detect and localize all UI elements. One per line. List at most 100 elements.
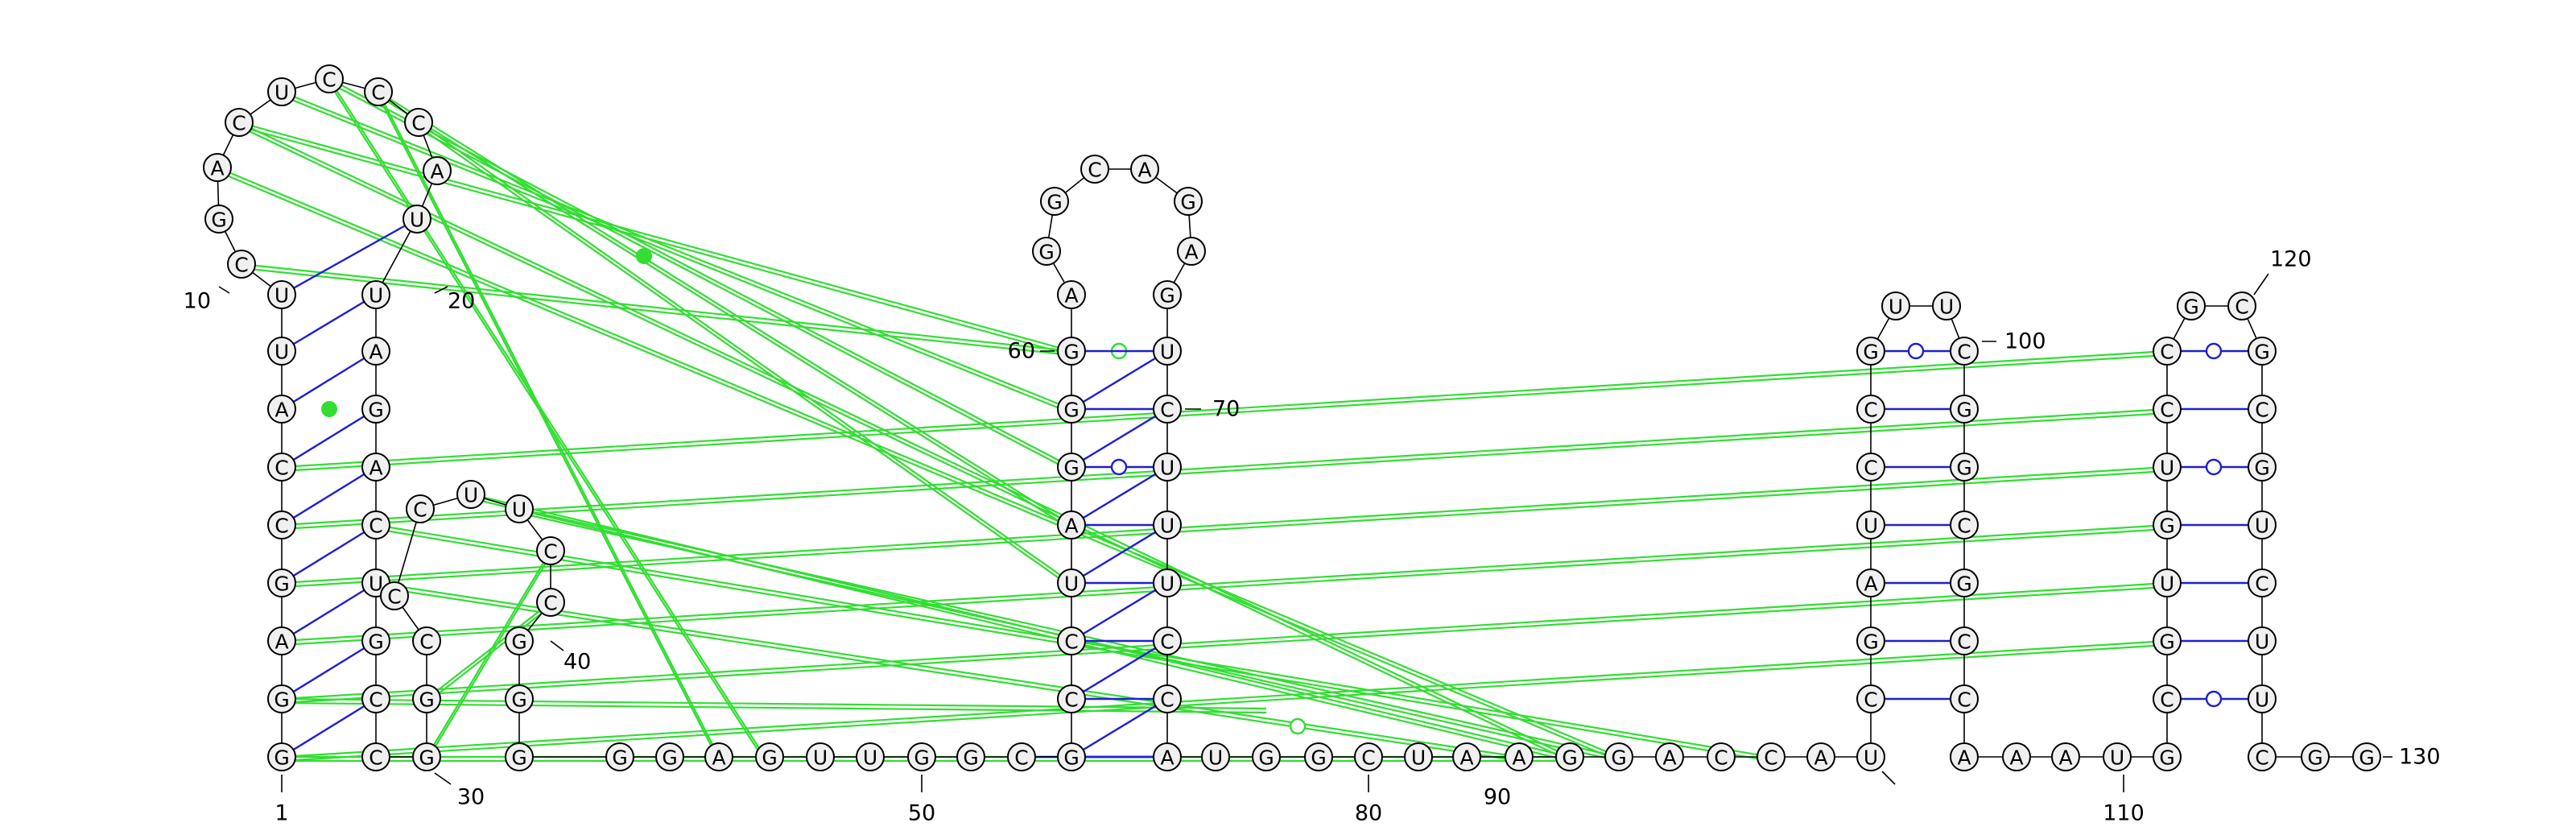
nucleotide-circle [1057,395,1086,424]
nucleotide-letter: U [1160,573,1174,596]
nucleotide-letter: C [369,746,382,770]
nucleotide-letter: A [275,399,288,422]
nucleotide-circle [380,581,409,610]
nucleotide: A [423,156,452,185]
nucleotide-circle [2248,568,2277,597]
nucleotide: C [2227,291,2256,320]
nucleotide-circle [2248,626,2277,655]
nucleotide-letter: G [1562,746,1577,770]
nucleotide: C [227,250,256,279]
nucleotide-circle [505,742,534,771]
nucleotide-circle [1201,742,1230,771]
nucleotide-circle [2153,511,2182,539]
nucleotide-circle [1757,742,1785,771]
noncanonical-interaction-line [281,407,2168,527]
nucleotide: G [1604,742,1633,771]
nucleotide-letter: C [1064,688,1078,712]
nucleotide: U [1153,453,1182,482]
nucleotide: G [2153,626,2182,655]
nucleotide-circle [1856,742,1885,771]
nucleotide-circle [2177,291,2206,320]
nucleotide-letter: U [2110,746,2124,770]
nucleotide-letter: C [2160,688,2174,712]
noncanonical-interaction-line [328,78,766,758]
nucleotide-letter: G [1063,399,1079,422]
nucleotide-circle [1856,337,1885,366]
nucleotide-letter: G [662,746,677,770]
nucleotide-letter: A [1160,746,1174,770]
noncanonical-interaction-line [281,643,2168,763]
nucleotide-letter: A [1662,746,1676,770]
nucleotide: G [204,205,233,234]
nucleotide: U [2153,453,2182,482]
nucleotide-circle [655,742,684,771]
nucleotide-circle [536,536,565,565]
nucleotide-circle [1177,237,1206,266]
nucleotide: C [1950,626,1979,655]
nucleotide-letter: C [322,68,336,92]
nucleotide: U [1153,568,1182,597]
noncanonical-interaction-line [281,349,2168,469]
position-tick [550,640,564,651]
noncanonical-interaction-line [375,581,1520,759]
nucleotide-circle [267,568,296,597]
nucleotide: C [1007,742,1036,771]
nucleotide: C [1080,155,1109,184]
nucleotide-circle [1950,337,1979,366]
nucleotide: C [1856,684,1885,713]
nucleotide: C [364,77,393,106]
nucleotide-circle [1354,742,1383,771]
nucleotide: G [956,742,985,771]
nucleotide: G [1057,337,1086,366]
noncanonical-interaction-line [217,166,1620,759]
nucleotide-circle [1057,453,1086,482]
nucleotide-letter: A [1814,746,1827,770]
nucleotide-circle [361,684,390,713]
nucleotide: C [536,536,565,565]
nucleotide-letter: C [1361,746,1375,770]
nucleotide-letter: C [1957,341,1971,364]
nucleotide-circle [1153,395,1182,424]
nucleotide-circle [1252,742,1281,771]
nucleotide-circle [361,626,390,655]
nucleotide-circle [402,205,431,234]
nucleotide-circle [267,453,296,482]
nucleotide-circle [361,742,390,771]
nucleotide-circle [1950,511,1979,539]
nucleotide-letter: G [274,573,289,596]
nucleotide-letter: C [1764,746,1777,770]
base-pair-line [281,217,418,296]
noncanonical-pair-symbol [636,248,652,264]
nucleotide-letter: G [419,746,434,770]
nucleotide: G [412,742,441,771]
nucleotide: A [361,453,390,482]
nucleotide-circle [2248,742,2277,771]
nucleotide: G [2248,337,2277,366]
nucleotide: G [755,742,784,771]
nucleotide-circle [1080,155,1109,184]
nucleotide-letter: G [274,688,289,712]
nucleotide-circle [1950,453,1979,482]
nucleotide: C [1950,684,1979,713]
backbone-segment [394,508,421,597]
nucleotide-circle [1153,742,1182,771]
nucleotide: G [505,742,534,771]
nucleotide: A [267,626,296,655]
position-number: 110 [2103,801,2145,826]
nucleotide: U [361,280,390,309]
nucleotide: C [1153,684,1182,713]
nucleotide: G [1304,742,1333,771]
nucleotide: U [1856,742,1885,771]
nucleotide-circle [1007,742,1036,771]
nucleotide: G [1057,395,1086,424]
nucleotide-letter: U [1864,515,1878,538]
nucleotide-circle [1950,568,1979,597]
nucleotide-letter: U [1064,573,1079,596]
position-number: 100 [2004,329,2046,354]
nucleotide: A [1505,742,1534,771]
nucleotide-circle [412,684,441,713]
nucleotide-letter: C [2255,746,2268,770]
nucleotide: A [361,337,390,366]
